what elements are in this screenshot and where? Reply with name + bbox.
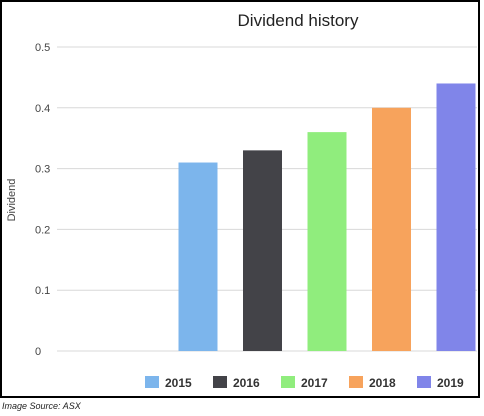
legend-swatch-2018	[349, 376, 363, 388]
bar-2017	[307, 132, 347, 351]
chart-frame: Dividend history 0 0.1 0.2 0.3 0.4 0.5 Divide…	[0, 0, 480, 398]
y-tick-label: 0	[35, 346, 41, 358]
y-tick-label: 0.2	[35, 224, 50, 236]
legend-label-2015: 2015	[165, 376, 192, 390]
dividend-bar-chart: Dividend history 0 0.1 0.2 0.3 0.4 0.5 Divide…	[6, 11, 477, 390]
y-tick-label: 0.1	[35, 285, 50, 297]
y-axis-ticks: 0 0.1 0.2 0.3 0.4 0.5	[35, 42, 50, 358]
bar-2018	[372, 107, 411, 351]
legend-swatch-2016	[213, 376, 227, 388]
y-tick-label: 0.4	[35, 103, 50, 115]
legend-label-2016: 2016	[233, 376, 260, 390]
y-tick-label: 0.3	[35, 164, 50, 176]
legend-label-2017: 2017	[301, 376, 328, 390]
legend-label-2018: 2018	[369, 376, 396, 390]
legend: 2015 2016 2017 2018 2019	[145, 376, 464, 390]
y-tick-label: 0.5	[35, 42, 50, 54]
legend-swatch-2015	[145, 376, 159, 388]
bars	[178, 83, 476, 351]
bar-2016	[243, 150, 282, 351]
chart-title: Dividend history	[238, 11, 359, 30]
legend-swatch-2017	[281, 376, 295, 388]
legend-label-2019: 2019	[437, 376, 464, 390]
legend-swatch-2019	[417, 376, 431, 388]
bar-2019	[436, 83, 476, 351]
bar-2015	[178, 162, 218, 351]
image-source-note: Image Source: ASX	[2, 401, 81, 411]
y-axis-label: Dividend	[6, 179, 18, 222]
